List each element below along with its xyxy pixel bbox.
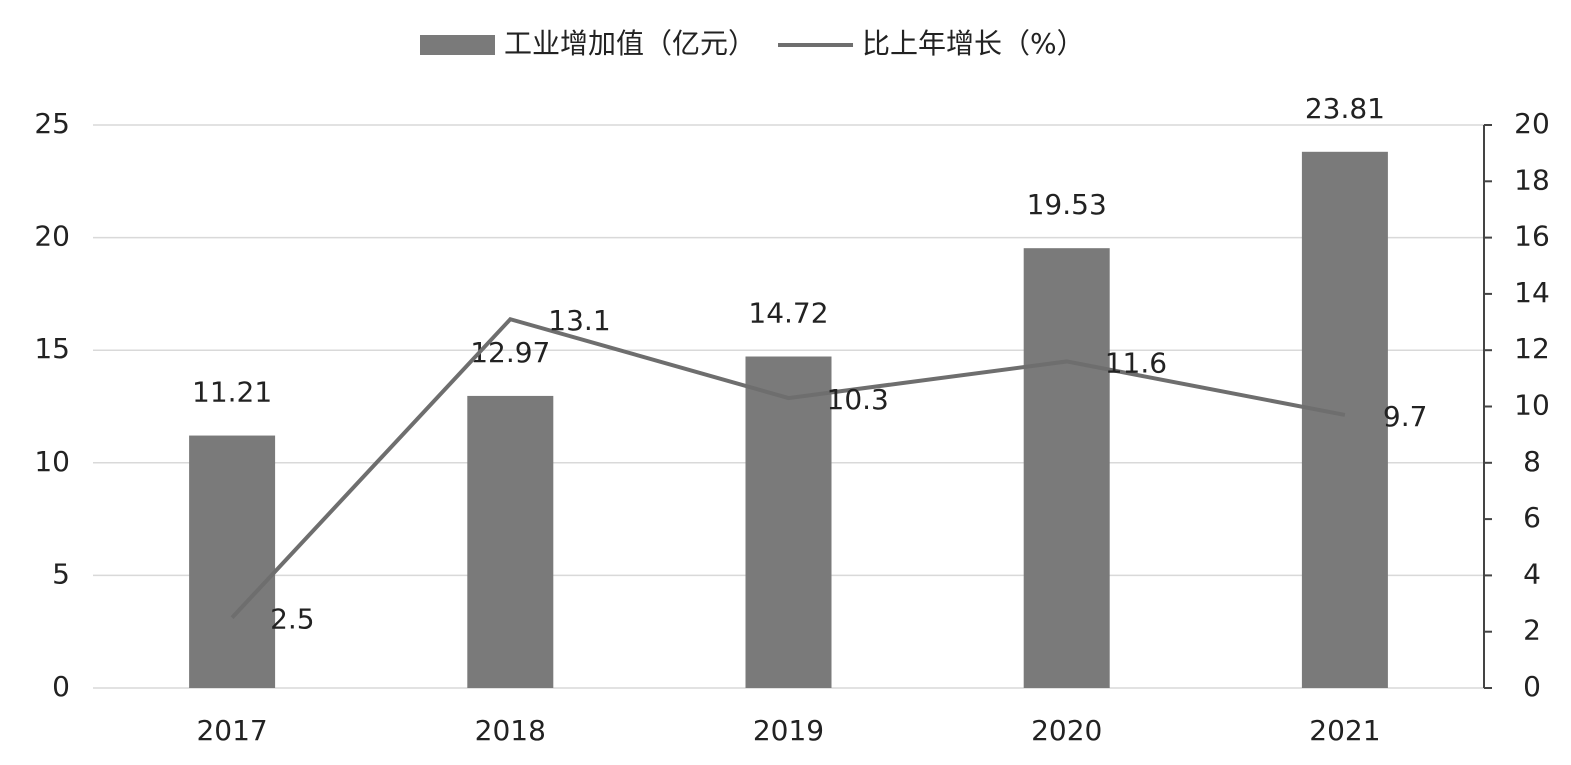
line-value-label: 2.5 <box>270 603 315 636</box>
y-tick-label: 0 <box>52 670 70 703</box>
y2-tick-label: 0 <box>1523 670 1541 703</box>
y2-tick-label: 10 <box>1514 389 1550 422</box>
y2-tick-label: 14 <box>1514 276 1550 309</box>
bar-value-label: 23.81 <box>1305 92 1385 125</box>
line-value-label: 9.7 <box>1383 400 1428 433</box>
bar-value-label: 12.97 <box>470 336 550 369</box>
bar <box>1301 151 1388 688</box>
bar-value-label: 14.72 <box>748 297 828 330</box>
line <box>230 316 1346 619</box>
y-tick-label: 15 <box>34 332 70 365</box>
bar <box>467 395 554 688</box>
x-tick-label: 2017 <box>196 714 267 747</box>
line-value-label: 10.3 <box>827 383 889 416</box>
y-tick-label: 25 <box>34 107 70 140</box>
bar <box>189 435 276 688</box>
y2-tick-label: 4 <box>1523 557 1541 590</box>
y-tick-label: 20 <box>34 220 70 253</box>
x-tick-label: 2018 <box>475 714 546 747</box>
y2-tick-label: 8 <box>1523 445 1541 478</box>
y2-tick-label: 2 <box>1523 614 1541 647</box>
bar <box>745 356 832 688</box>
bar <box>1023 248 1110 689</box>
y2-tick-label: 6 <box>1523 501 1541 534</box>
x-tick-label: 2019 <box>753 714 824 747</box>
y2-tick-label: 16 <box>1514 220 1550 253</box>
bar-value-label: 11.21 <box>192 376 272 409</box>
x-tick-label: 2020 <box>1031 714 1102 747</box>
y2-tick-label: 18 <box>1514 163 1550 196</box>
legend-swatch <box>420 35 495 55</box>
x-tick-label: 2021 <box>1309 714 1380 747</box>
y2-tick-label: 12 <box>1514 332 1550 365</box>
y2-tick-label: 20 <box>1514 107 1550 140</box>
y-tick-label: 10 <box>34 445 70 478</box>
legend-label: 工业增加值（亿元） <box>504 27 756 60</box>
y-tick-label: 5 <box>52 557 70 590</box>
line-value-label: 13.1 <box>548 304 610 337</box>
bar-value-label: 19.53 <box>1027 188 1107 221</box>
legend-label: 比上年增长（%） <box>862 27 1085 60</box>
line-value-label: 11.6 <box>1105 346 1167 379</box>
